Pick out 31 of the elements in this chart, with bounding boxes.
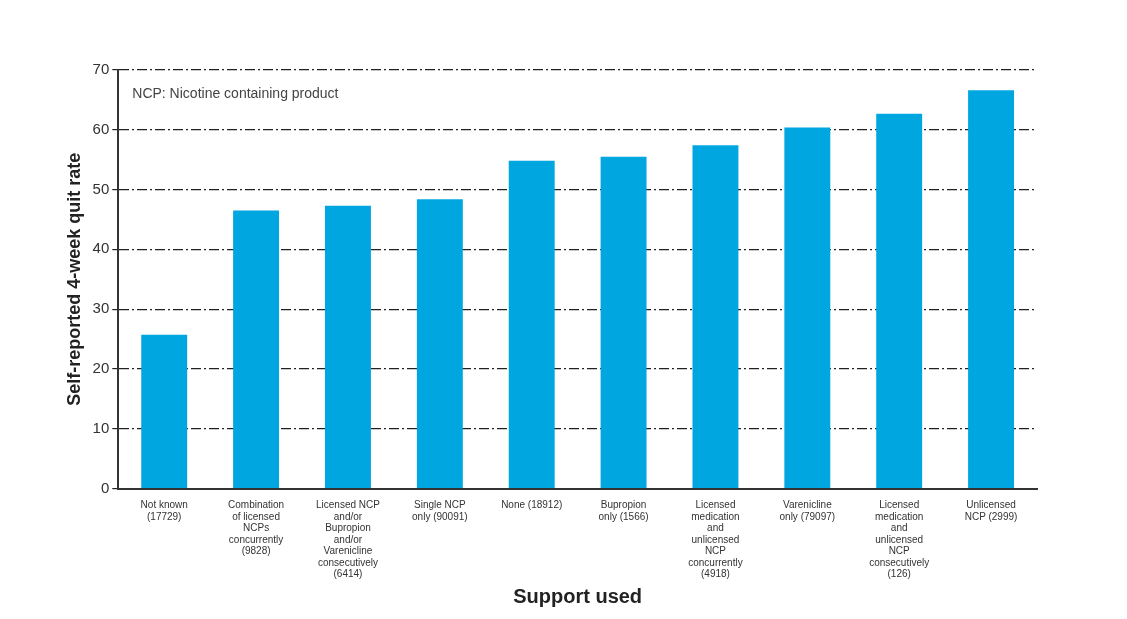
bar — [968, 90, 1015, 488]
x-tick-label: Bupropion only (1566) — [598, 499, 649, 522]
bar — [416, 199, 463, 488]
y-axis-title: Self-reported 4-week quit rate — [63, 152, 84, 406]
x-tick-label: Licensed medication and unlicensed NCP concurrently (4918) — [688, 499, 743, 579]
bar — [784, 127, 831, 488]
x-tick-label: Licensed medication and unlicensed NCP consecutively (126) — [869, 499, 930, 579]
y-tick-label: 30 — [92, 299, 110, 317]
x-tick-label: Not known (17729) — [140, 499, 188, 522]
y-tick-label: 50 — [92, 179, 110, 197]
bar — [233, 210, 280, 488]
y-tick-label: 60 — [92, 119, 110, 137]
x-tick-label: Licensed NCP and/or Bupropion and/or Varenicline consecutively (6414) — [316, 499, 381, 579]
x-tick-label: None (18912) — [501, 499, 563, 510]
y-tick-label: 20 — [92, 359, 110, 377]
y-tick-label: 0 — [100, 478, 110, 496]
bar — [508, 160, 555, 488]
bar — [325, 205, 371, 488]
x-axis-title: Support used — [513, 584, 643, 607]
bar — [876, 113, 923, 488]
x-tick-label: Varenicline only (79097) — [779, 499, 836, 522]
bar — [692, 145, 739, 488]
y-tick-label: 40 — [92, 239, 110, 257]
x-tick-label: Unlicensed NCP (2999) — [964, 499, 1018, 522]
x-tick-label: Single NCP only (90091) — [412, 499, 468, 522]
y-tick-label: 70 — [92, 60, 110, 78]
bar — [141, 334, 188, 488]
x-tick-label: Combination of licensed NCPs concurrently (9828) — [228, 499, 285, 556]
annotation: NCP: Nicotine containing product — [132, 84, 339, 101]
y-tick-label: 10 — [92, 418, 110, 436]
bar — [600, 156, 647, 488]
